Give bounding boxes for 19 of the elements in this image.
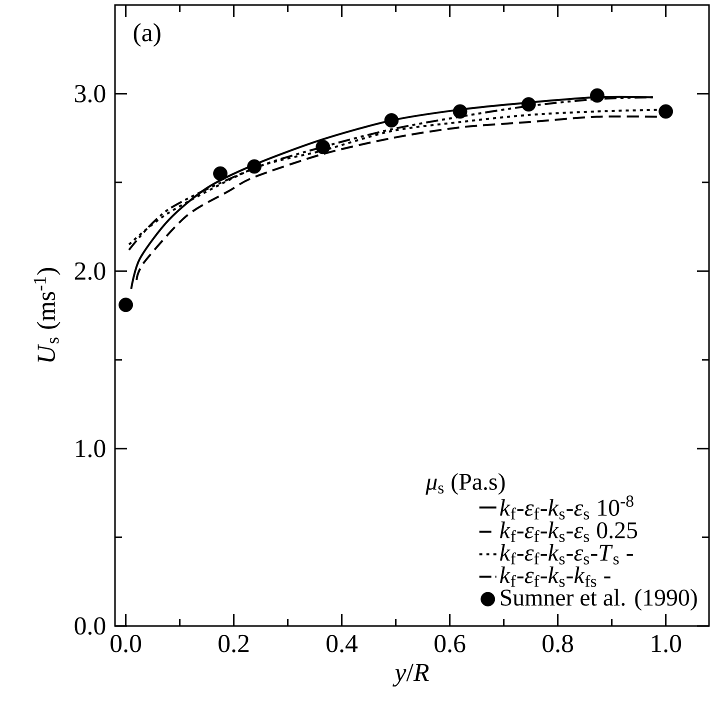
- x-tick-label: 0.8: [542, 634, 574, 652]
- x-tick-label: 1.0: [652, 634, 682, 652]
- x-tick-label: 0.2: [218, 634, 249, 652]
- y-tick-label: 3.0: [75, 84, 106, 102]
- y-tick-label: 2.0: [74, 262, 106, 280]
- text: k$_{f}$-ε$_{f}$-k$_{s}$-k$_{fs}$ -: [500, 566, 610, 587]
- y-tick-label: 0.0: [74, 617, 106, 635]
- legend-title: μ$_{s}$ (Pa.s): [426, 473, 505, 495]
- text: k$_{f}$-ε$_{f}$-k$_{s}$-ε$_{s}$ 10$^{-8}$: [500, 496, 634, 520]
- y-axis-title: U$_{s}$ (ms$^{-1}$): [34, 268, 60, 362]
- x-axis-title: y/R: [392, 664, 429, 687]
- y-tick-label: 1.0: [76, 440, 106, 458]
- text: k$_{f}$-ε$_{f}$-k$_{s}$-ε$_{s}$-T$_{s}$ -: [500, 544, 633, 564]
- text: k$_{f}$-ε$_{f}$-k$_{s}$-ε$_{s}$ 0.25: [500, 522, 638, 542]
- x-tick-label: 0.6: [434, 634, 466, 652]
- legend-label: Sumner et al. (1990): [500, 588, 697, 611]
- x-tick-label: 0.4: [326, 634, 358, 652]
- x-tick-label: 0.0: [110, 634, 142, 652]
- annotation: (a): [134, 23, 160, 47]
